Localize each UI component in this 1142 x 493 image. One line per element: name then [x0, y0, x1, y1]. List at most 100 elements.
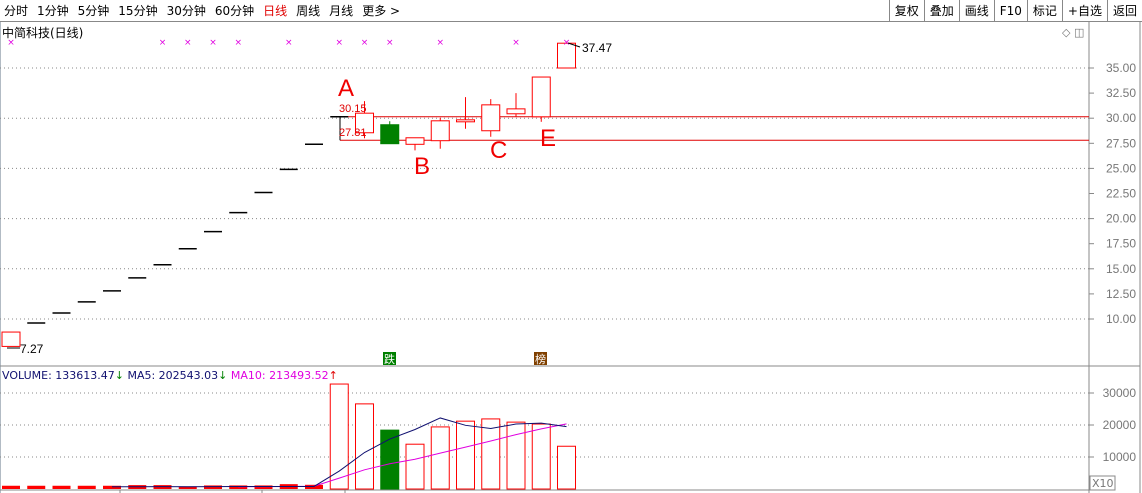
tag-list-badge [534, 352, 547, 365]
period-tab[interactable]: 30分钟 [166, 4, 206, 18]
period-tab[interactable]: 1分钟 [37, 4, 69, 18]
event-marker-icon: × [436, 38, 444, 48]
period-tab[interactable]: 日线 [263, 4, 288, 18]
event-marker-icon: × [361, 38, 369, 48]
volume-legend: VOLUME: 133613.47↓ MA5: 202543.03↓ MA10:… [2, 369, 338, 382]
event-marker-icon: × [563, 38, 571, 48]
price-tick-label: 30.00 [1106, 111, 1136, 125]
volume-bar [52, 485, 71, 489]
event-marker-icon: × [159, 38, 167, 48]
lower-line-label: 27.81 [339, 127, 367, 139]
label-e: E [540, 125, 556, 152]
volume-bar [430, 426, 450, 490]
upper-line-label: 30.15 [339, 103, 367, 115]
price-tick-label: 27.50 [1106, 136, 1136, 150]
ma5-value: MA5: 202543.03 [127, 369, 219, 382]
candle-body [1, 331, 21, 347]
candle-body [481, 104, 501, 132]
up-arrow-icon: ↑ [328, 369, 338, 382]
volume-bar [2, 485, 20, 489]
panel-toggle-icon[interactable]: ◫ [1073, 26, 1085, 39]
label-b: B [414, 153, 430, 180]
diamond-icon[interactable]: ◇ [1062, 26, 1071, 39]
low-price-label: 7.27 [20, 342, 44, 356]
event-marker-icon: × [512, 38, 520, 48]
volume-bar [178, 486, 197, 489]
volume-bar [380, 429, 400, 490]
candle-body [355, 112, 374, 134]
label-a: A [338, 75, 354, 102]
candle-body [405, 137, 425, 145]
chart-title: 中简科技(日线) [2, 26, 84, 40]
toolbar-button[interactable]: 画线 [958, 0, 994, 22]
down-arrow-icon: ↓ [114, 369, 124, 382]
volume-bar [481, 418, 501, 490]
volume-tick-label: 10000 [1103, 450, 1137, 464]
period-tab[interactable]: 60分钟 [214, 4, 255, 18]
volume-bar [103, 485, 121, 489]
candle-body [380, 124, 400, 145]
event-marker-icon: × [335, 38, 343, 48]
volume-bar [77, 485, 96, 489]
period-tab[interactable]: 5分钟 [77, 4, 110, 18]
event-marker-icon: × [285, 38, 293, 48]
volume-tick-label: 30000 [1103, 386, 1137, 400]
price-tick-label: 10.00 [1106, 312, 1136, 326]
toolbar-button[interactable]: 复权 [888, 0, 924, 22]
high-price-label: 37.47 [582, 41, 612, 55]
volume-bar [456, 420, 475, 490]
volume-bar [405, 443, 425, 490]
candle-body [506, 108, 526, 115]
toolbar-button[interactable]: 返回 [1106, 0, 1142, 22]
toolbar-button[interactable]: 标记 [1026, 0, 1062, 22]
volume-tick-label: 20000 [1103, 418, 1137, 432]
volume-bar [254, 485, 273, 489]
price-tick-label: 20.00 [1106, 212, 1136, 226]
period-tab[interactable]: 更多 > [362, 4, 401, 18]
price-tick-label: 32.50 [1106, 86, 1136, 100]
volume-value: VOLUME: 133613.47 [2, 369, 115, 382]
volume-unit-label: X10 [1092, 477, 1114, 490]
event-marker-icon: × [209, 38, 217, 48]
period-tab[interactable]: 周线 [296, 4, 321, 18]
period-tab[interactable]: 月线 [329, 4, 354, 18]
volume-bar [557, 445, 576, 490]
right-toolbar: 复权 叠加 画线 F10 标记 +自选 返回 [888, 0, 1142, 22]
volume-bar [229, 485, 248, 489]
price-tick-label: 15.00 [1106, 262, 1136, 276]
volume-bar [531, 423, 551, 490]
event-marker-icon: × [7, 38, 15, 48]
candle-body [456, 119, 475, 123]
price-tick-label: 25.00 [1106, 161, 1136, 175]
volume-bar [355, 403, 374, 490]
toolbar-button[interactable]: 叠加 [923, 0, 959, 22]
price-tick-label: 12.50 [1106, 287, 1136, 301]
ma5-line [112, 417, 567, 488]
tag-list-label: 榜 [535, 352, 546, 366]
period-tab[interactable]: 15分钟 [118, 4, 158, 18]
volume-bar [506, 421, 526, 490]
period-tab[interactable]: 分时 [4, 4, 29, 18]
volume-bar [204, 485, 222, 489]
price-tick-label: 35.00 [1106, 61, 1136, 75]
tag-fall-badge [383, 352, 396, 365]
tag-fall-label: 跌 [384, 352, 395, 366]
ma10-value: MA10: 213493.52 [230, 369, 329, 382]
event-marker-icon: × [386, 38, 394, 48]
price-tick-label: 22.50 [1106, 187, 1136, 201]
high-pointer [567, 42, 581, 48]
label-c: C [490, 137, 507, 164]
event-marker-icon: × [184, 38, 192, 48]
candle-body [557, 42, 576, 69]
volume-bar [27, 485, 46, 489]
volume-bar [329, 383, 349, 490]
toolbar-button[interactable]: F10 [993, 0, 1027, 22]
candle-body [531, 76, 551, 118]
chart-tools: ◇ ◫ [1062, 26, 1084, 39]
price-tick-label: 17.50 [1106, 237, 1136, 251]
down-arrow-icon: ↓ [218, 369, 228, 382]
event-marker-icon: × [234, 38, 242, 48]
toolbar-button[interactable]: +自选 [1061, 0, 1107, 22]
candle-body [430, 120, 450, 142]
